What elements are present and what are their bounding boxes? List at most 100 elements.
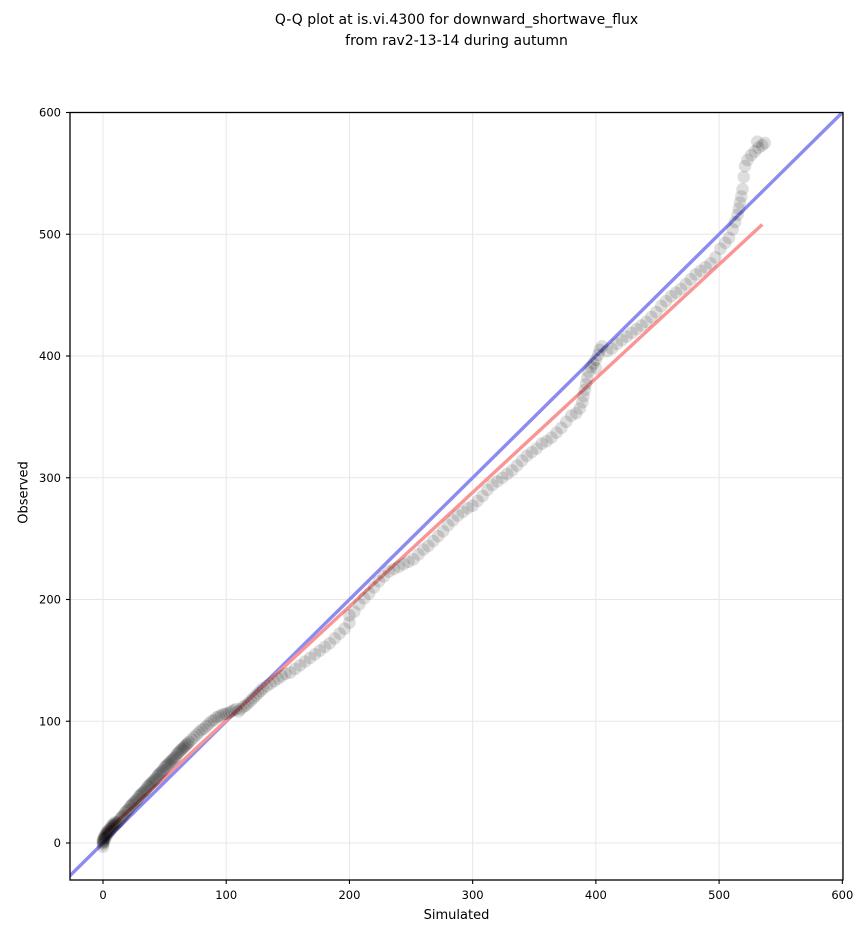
scatter-point xyxy=(162,757,175,771)
scatter-point xyxy=(105,819,118,833)
scatter-point xyxy=(560,415,573,429)
scatter-point xyxy=(96,837,110,851)
scatter-point xyxy=(148,773,162,786)
scatter-point xyxy=(486,478,499,492)
scatter-point xyxy=(407,553,420,566)
scatter-point xyxy=(171,746,185,760)
scatter-point xyxy=(178,740,191,754)
scatter-point xyxy=(267,674,281,688)
scatter-point xyxy=(582,365,595,379)
scatter-point xyxy=(481,483,494,497)
x-axis-label: Simulated xyxy=(423,908,490,923)
scatter-point xyxy=(635,319,648,332)
scatter-point xyxy=(122,802,136,816)
scatter-point xyxy=(101,824,115,838)
scatter-point xyxy=(699,260,712,274)
scatter-point xyxy=(217,707,231,721)
scatter-point xyxy=(451,509,465,522)
scatter-point xyxy=(615,333,629,347)
scatter-point xyxy=(100,825,113,839)
scatter-point xyxy=(244,694,258,707)
scatter-point xyxy=(179,739,192,752)
scatter-point xyxy=(100,826,113,840)
scatter-point xyxy=(99,831,112,845)
scatter-point xyxy=(649,305,663,319)
scatter-point xyxy=(535,437,548,450)
scatter-point xyxy=(352,598,366,611)
scatter-point xyxy=(510,459,524,472)
scatter-point xyxy=(134,788,148,801)
scatter-point xyxy=(97,830,111,844)
scatter-point xyxy=(159,759,173,773)
scatter-point xyxy=(605,342,619,355)
scatter-point xyxy=(128,795,142,808)
scatter-point xyxy=(138,784,152,797)
scatter-point xyxy=(163,756,176,769)
scatter-point xyxy=(113,812,127,825)
y-axis-label: Observed xyxy=(16,461,32,524)
scatter-point xyxy=(102,825,116,839)
scatter-point xyxy=(343,609,356,622)
x-tick-label: 0 xyxy=(99,888,106,902)
scatter-point xyxy=(625,326,638,340)
scatter-point xyxy=(202,717,216,730)
scatter-point xyxy=(714,242,727,256)
identity-line xyxy=(70,112,843,878)
scatter-point xyxy=(129,794,143,807)
scatter-point xyxy=(190,728,203,741)
scatter-point xyxy=(576,395,589,409)
y-tick-label: 500 xyxy=(39,227,61,241)
scatter-point xyxy=(674,282,688,296)
scatter-point xyxy=(654,299,668,313)
scatter-point xyxy=(620,330,633,343)
scatter-point xyxy=(175,742,189,756)
scatter-point xyxy=(630,322,643,336)
scatter-point xyxy=(589,361,603,375)
scatter-point xyxy=(145,775,159,789)
scatter-point xyxy=(195,723,208,737)
scatter-point xyxy=(367,581,381,594)
scatter-point xyxy=(125,798,138,812)
scatter-point xyxy=(121,803,134,817)
scatter-point xyxy=(431,529,445,543)
scatter-point xyxy=(750,135,764,149)
scatter-point xyxy=(229,702,243,716)
scatter-point xyxy=(589,353,603,366)
scatter-point xyxy=(141,780,154,794)
scatter-point xyxy=(293,658,307,672)
scatter-point xyxy=(205,714,218,728)
y-tick-label: 600 xyxy=(39,106,61,120)
scatter-point xyxy=(222,706,235,720)
scatter-point xyxy=(96,840,110,853)
scatter-point xyxy=(149,772,163,785)
scatter-point xyxy=(412,548,425,561)
scatter-point xyxy=(372,574,386,588)
scatter-point xyxy=(110,817,123,830)
y-tick-label: 300 xyxy=(39,471,61,485)
scatter-point xyxy=(689,268,702,281)
scatter-point xyxy=(569,406,583,420)
scatter-point xyxy=(117,808,131,822)
scatter-point xyxy=(109,816,122,829)
x-tick-label: 300 xyxy=(462,888,484,902)
scatter-point xyxy=(397,557,410,571)
scatter-point xyxy=(170,747,184,761)
scatter-point xyxy=(232,705,245,718)
scatter-point xyxy=(288,662,302,676)
scatter-point xyxy=(318,640,332,654)
scatter-point xyxy=(249,689,263,702)
scatter-point xyxy=(106,820,120,834)
scatter-point xyxy=(99,828,112,841)
scatter-point xyxy=(505,464,519,477)
scatter-point xyxy=(495,471,509,485)
scatter-point xyxy=(127,796,141,810)
scatter-point xyxy=(592,348,605,362)
scatter-point xyxy=(109,818,122,832)
scatter-point xyxy=(101,826,115,840)
scatter-point xyxy=(328,632,341,645)
scatter-point xyxy=(387,562,401,576)
x-tick-label: 100 xyxy=(215,888,237,902)
scatter-point xyxy=(466,499,479,513)
